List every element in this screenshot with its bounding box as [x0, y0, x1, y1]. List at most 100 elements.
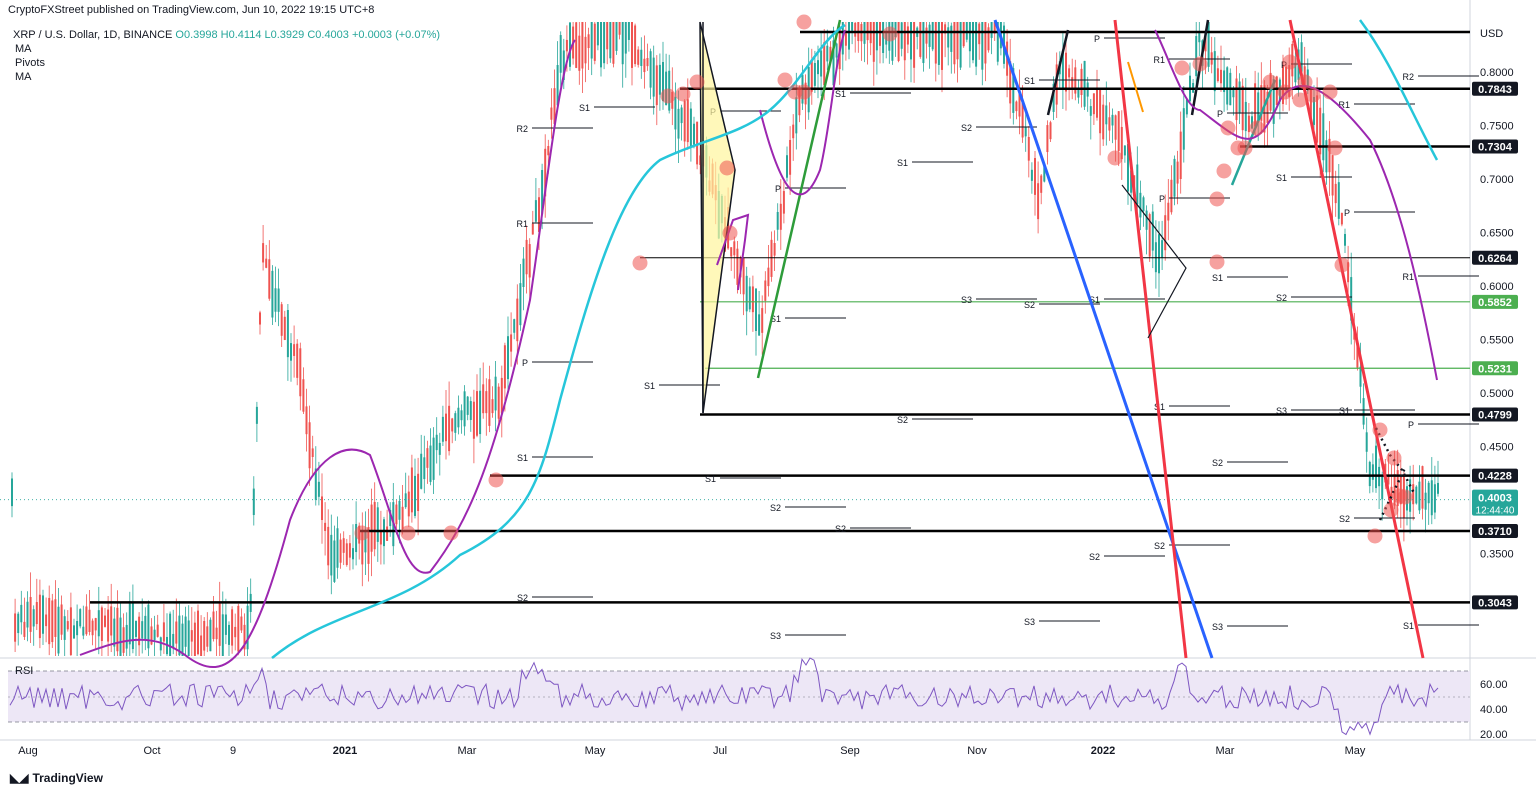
candle [262, 243, 265, 263]
candle [327, 526, 330, 566]
candle [953, 22, 956, 65]
candle [1260, 85, 1263, 121]
candle [131, 601, 134, 650]
candle [305, 406, 308, 435]
price-tick-label: 0.6500 [1480, 228, 1514, 240]
candle [147, 604, 150, 649]
black-segment-1 [1046, 29, 1070, 116]
level-tag-0.7843 [1472, 81, 1518, 96]
pivot-label: S2 [1339, 514, 1350, 524]
candle [761, 308, 764, 333]
tradingview-logo[interactable]: ◣◢ TradingView [10, 771, 103, 785]
candle [1158, 234, 1160, 274]
candle [649, 51, 652, 88]
level-label-0.6264: 0.6264 [1478, 253, 1513, 265]
marker-dot [796, 84, 812, 100]
candle [1154, 242, 1157, 273]
marker-dot [1209, 191, 1225, 207]
candle [414, 475, 416, 516]
trendline-red-1 [1113, 19, 1188, 659]
candle [193, 622, 196, 656]
candle [1272, 79, 1275, 124]
candle [1148, 214, 1151, 257]
pivot-label: R2 [516, 124, 528, 134]
pivot-label: S1 [517, 453, 528, 463]
candle [1096, 87, 1098, 118]
candle [1257, 92, 1260, 121]
candle [1043, 166, 1046, 182]
candle [76, 621, 79, 636]
pivot-label: P [1094, 34, 1100, 44]
candle [265, 258, 268, 268]
candle [1396, 470, 1399, 507]
candle [751, 286, 754, 313]
candle [330, 534, 333, 576]
pivot-label: P [522, 358, 528, 368]
candle [758, 314, 761, 336]
candle [829, 46, 832, 62]
candle [662, 62, 664, 102]
candle [311, 448, 314, 457]
candle [175, 621, 178, 644]
candle [674, 96, 677, 130]
candle [1024, 127, 1027, 137]
candle [1030, 169, 1033, 181]
rsi-label[interactable]: RSI [15, 665, 34, 677]
time-tick-label: Jul [713, 745, 727, 757]
candle [513, 319, 516, 333]
candle [631, 22, 633, 68]
candle [596, 22, 599, 46]
candle [383, 519, 385, 547]
indicator-ma-1[interactable]: MA [15, 43, 32, 55]
candle [122, 627, 125, 653]
marker-dot [1383, 502, 1399, 518]
candle [482, 384, 485, 414]
candle [429, 445, 432, 482]
indicator-pivots[interactable]: Pivots [15, 57, 45, 69]
marker-dot [660, 88, 676, 104]
candle [14, 613, 17, 642]
candle [547, 146, 550, 156]
candle [423, 457, 426, 480]
candle [823, 42, 826, 86]
candle [1176, 161, 1179, 184]
candle [1393, 474, 1396, 506]
candle [69, 607, 72, 655]
candle [441, 416, 444, 442]
candle [376, 507, 379, 542]
trendline-red-2 [1288, 19, 1425, 659]
candle [38, 594, 41, 639]
candle [872, 22, 875, 62]
candle [776, 211, 779, 230]
rsi-tick-label: 40.00 [1480, 704, 1508, 716]
candle [817, 60, 819, 75]
candle [206, 626, 209, 647]
candle [342, 538, 345, 553]
candle [919, 22, 922, 57]
candle [1337, 182, 1340, 219]
pivot-label: S1 [1089, 295, 1100, 305]
candle [339, 539, 342, 563]
indicator-ma-2[interactable]: MA [15, 71, 32, 83]
pivot-label: R1 [1338, 100, 1350, 110]
candle [972, 22, 974, 61]
candles [11, 22, 1439, 656]
candle [875, 22, 878, 51]
candle [45, 614, 48, 627]
candle [798, 88, 801, 116]
moving-averages [79, 19, 1439, 668]
pivot-label: R1 [516, 219, 528, 229]
candle [259, 312, 261, 325]
time-tick-label: Aug [18, 745, 38, 757]
candle [48, 597, 51, 645]
candle [491, 399, 494, 414]
candle [1368, 461, 1371, 487]
pivot-label: P [1159, 194, 1165, 204]
candle [1077, 89, 1080, 98]
candle [1071, 77, 1074, 88]
candle [683, 100, 686, 142]
candle [962, 22, 965, 47]
candle [469, 401, 472, 420]
candle [562, 50, 565, 81]
